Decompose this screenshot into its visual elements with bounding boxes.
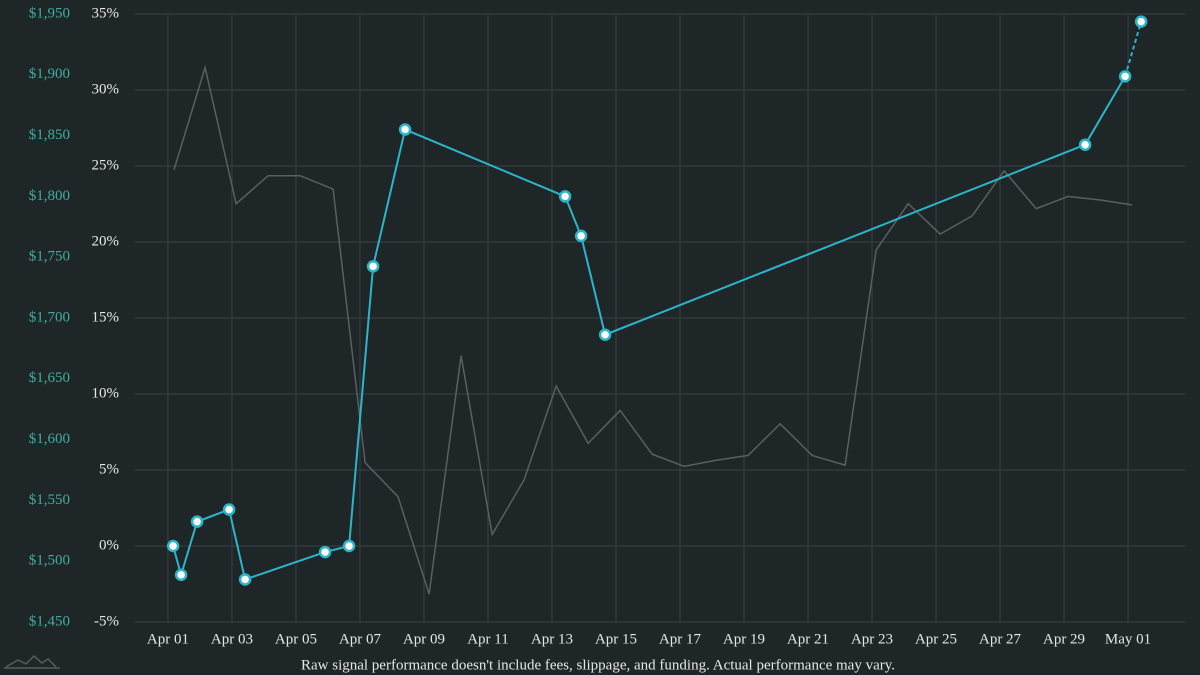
series-line [173, 64, 1133, 595]
y2-tick-label: 25% [92, 157, 120, 173]
point [398, 123, 412, 136]
y2-tick-label: 10% [92, 385, 120, 401]
x-tick-label: Apr 07 [339, 631, 382, 647]
point [222, 503, 236, 516]
y-tick-label: $1,700 [29, 309, 70, 325]
footnote: Raw signal performance doesn't include f… [301, 657, 895, 673]
point [598, 328, 612, 341]
point [1118, 70, 1132, 83]
point [366, 260, 380, 273]
x-tick-label: Apr 21 [787, 631, 829, 647]
y-tick-label: $1,800 [29, 188, 70, 204]
x-tick-label: Apr 01 [147, 631, 189, 647]
series-line-dashed [1124, 21, 1143, 77]
y2-tick-label: 0% [99, 537, 119, 553]
y-tick-label: $1,950 [29, 5, 70, 21]
y-tick-label: $1,500 [29, 553, 70, 569]
y-tick-label: $1,850 [29, 127, 70, 143]
x-tick-label: Apr 17 [659, 631, 702, 647]
x-tick-label: Apr 29 [1043, 631, 1085, 647]
grid [135, 13, 1185, 623]
x-tick-label: Apr 05 [275, 631, 317, 647]
point [558, 190, 572, 203]
logo [4, 654, 60, 669]
x-tick-label: Apr 19 [723, 631, 765, 647]
point [174, 568, 188, 582]
x-tick-label: Apr 03 [211, 631, 253, 647]
y2-tick-label: 5% [99, 461, 119, 477]
y-tick-label: $1,750 [29, 249, 70, 265]
x-tick-label: Apr 15 [595, 631, 637, 647]
x-tick-label: Apr 23 [851, 631, 893, 647]
y2-tick-label: 20% [92, 233, 120, 249]
point [1078, 138, 1092, 151]
point [190, 515, 204, 528]
point [166, 539, 180, 553]
y-tick-label: $1,900 [29, 66, 70, 82]
x-tick-label: Apr 25 [915, 631, 957, 647]
y2-tick-label: 15% [92, 309, 120, 325]
point [1134, 15, 1148, 28]
x-tick-label: Apr 09 [403, 631, 445, 647]
y-tick-label: $1,600 [29, 431, 70, 447]
point [238, 573, 252, 586]
x-tick-label: May 01 [1105, 631, 1151, 647]
x-tick-label: Apr 13 [531, 631, 573, 647]
x-tick-label: Apr 27 [979, 631, 1022, 647]
y-tick-label: $1,650 [29, 370, 70, 386]
series-line [172, 75, 1127, 581]
y-tick-label: $1,550 [29, 492, 70, 508]
y2-tick-label: 30% [92, 81, 120, 97]
point [318, 545, 332, 559]
y2-tick-label: 35% [92, 5, 120, 21]
x-tick-label: Apr 11 [467, 631, 509, 647]
point [342, 539, 356, 553]
y-tick-label: $1,450 [29, 613, 70, 629]
y2-tick-label: -5% [94, 613, 119, 629]
point [574, 229, 588, 243]
